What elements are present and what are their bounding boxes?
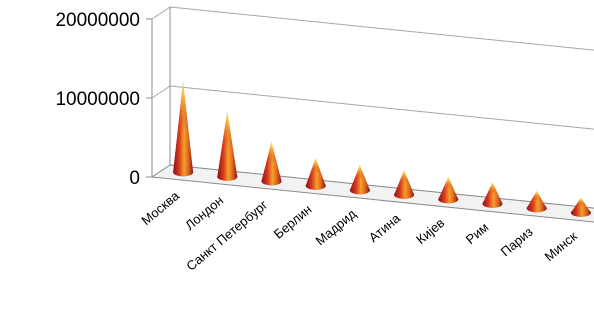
cone-tip-highlight: [531, 190, 543, 201]
cone-3: [305, 158, 326, 190]
cone-body: [305, 158, 326, 190]
cone-5: [394, 170, 415, 199]
cone-7: [482, 182, 503, 208]
cone-tip-highlight: [398, 170, 410, 184]
y-tick-label: 0: [129, 168, 140, 189]
cone-tip-highlight: [354, 164, 366, 179]
axes: [146, 7, 594, 223]
gridline: [169, 6, 594, 51]
cone-body: [570, 197, 591, 217]
cone-0: [173, 81, 194, 177]
cone-tip-highlight: [442, 177, 454, 190]
category-label: Москва: [138, 188, 182, 229]
category-label: Атина: [366, 210, 404, 245]
cone-body: [526, 190, 547, 213]
cone-4: [349, 164, 370, 195]
cone-tip-highlight: [266, 141, 277, 164]
category-label: Париз: [498, 224, 536, 259]
cone-tip-highlight: [575, 197, 587, 206]
cone-body: [394, 170, 415, 199]
category-label: Лондон: [182, 193, 226, 233]
cone-tip-highlight: [310, 158, 322, 174]
y-tick-label: 20000000: [55, 10, 140, 31]
gridline: [169, 85, 594, 130]
cone-8: [526, 190, 547, 213]
category-label: Кијев: [413, 215, 447, 247]
cone-body: [261, 141, 282, 186]
cone-tip-highlight: [221, 111, 233, 148]
gridline-wall: [151, 85, 171, 99]
y-tick-labels: 0 10000000 20000000: [55, 10, 140, 189]
category-label: Берлин: [271, 202, 315, 242]
cone-body: [349, 164, 370, 195]
cone-tip-highlight: [487, 182, 498, 195]
cone-tip-highlight: [177, 81, 189, 132]
category-label: Мадрид: [313, 206, 360, 249]
cone-body: [482, 182, 503, 208]
cone-1: [217, 111, 238, 181]
cone-body: [438, 177, 459, 204]
category-label: Минск: [541, 228, 580, 264]
cone-9: [570, 197, 591, 217]
gridline-wall: [151, 6, 171, 20]
y-tick-label: 10000000: [55, 89, 140, 110]
category-label: Рим: [463, 220, 492, 248]
cones: [173, 81, 591, 217]
cone-2: [261, 141, 282, 186]
cone-6: [438, 177, 459, 204]
